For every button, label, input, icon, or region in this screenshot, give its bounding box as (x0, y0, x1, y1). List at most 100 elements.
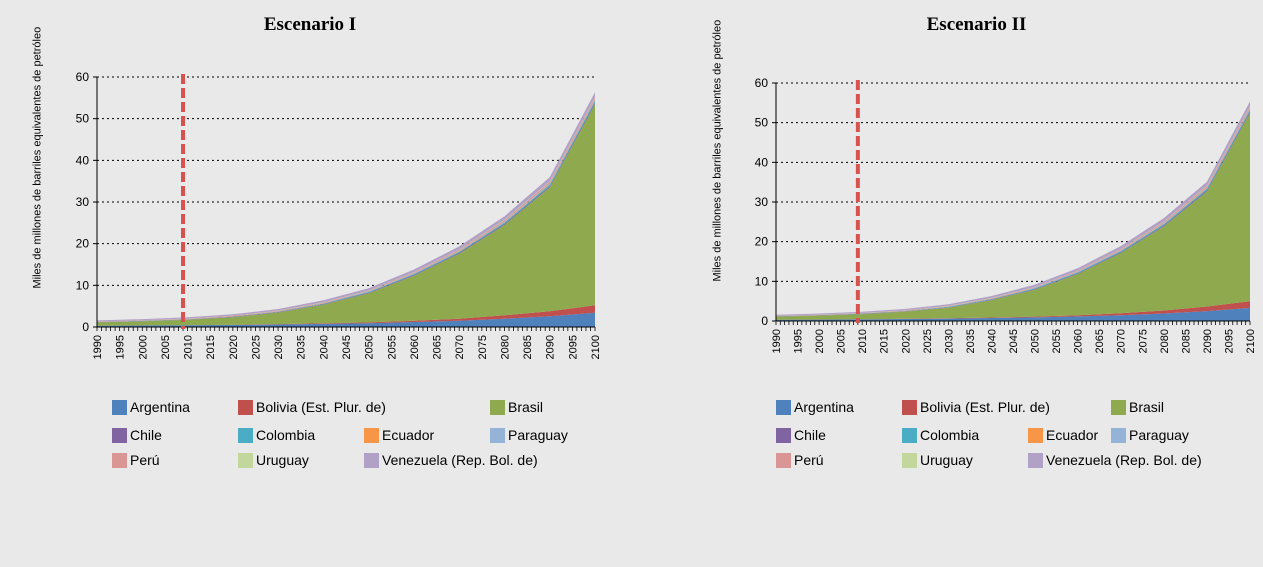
legend-swatch (1028, 427, 1043, 443)
x-tick-label: 2095 (567, 335, 579, 359)
legend-item: Uruguay (238, 452, 309, 468)
y-tick-label: 10 (755, 274, 769, 288)
x-tick-label: 2095 (1223, 329, 1235, 353)
x-tick-label: 2055 (1051, 329, 1063, 353)
legend-swatch (238, 452, 253, 468)
x-tick-label: 2065 (1094, 329, 1106, 353)
x-tick-label: 2045 (341, 335, 353, 359)
legend-swatch (112, 452, 127, 468)
legend-item: Colombia (238, 427, 315, 443)
x-tick-label: 2090 (545, 335, 557, 359)
y-tick-label: 50 (755, 116, 769, 130)
chart-panel-escenario-1: Escenario I Miles de millones de barrile… (0, 0, 620, 567)
legend-label: Brasil (508, 399, 544, 415)
x-tick-label: 2050 (364, 335, 376, 359)
y-tick-label: 40 (755, 155, 769, 169)
legend-swatch (1111, 399, 1126, 415)
legend-label: Paraguay (508, 427, 568, 443)
legend-label: Venezuela (Rep. Bol. de) (1046, 452, 1202, 468)
x-tick-label: 2005 (160, 335, 172, 359)
x-tick-label: 2020 (228, 335, 240, 359)
legend-item: Chile (112, 427, 162, 443)
legend-swatch (902, 399, 917, 415)
legend-label: Bolivia (Est. Plur. de) (256, 399, 386, 415)
chart-title: Escenario II (926, 14, 1027, 35)
x-tick-label: 2080 (499, 335, 511, 359)
x-tick-label: 2060 (409, 335, 421, 359)
legend-item: Bolivia (Est. Plur. de) (238, 399, 386, 415)
legend-item: Paraguay (490, 427, 568, 443)
x-tick-label: 2025 (250, 335, 262, 359)
x-tick-label: 2000 (137, 335, 149, 359)
legend-label: Chile (130, 427, 162, 443)
x-tick-label: 2035 (965, 329, 977, 353)
legend-item: Paraguay (1111, 427, 1189, 443)
legend-label: Venezuela (Rep. Bol. de) (382, 452, 538, 468)
legend-label: Uruguay (256, 452, 309, 468)
y-tick-label: 40 (76, 153, 90, 167)
legend-swatch (364, 452, 379, 468)
x-tick-label: 2075 (477, 335, 489, 359)
x-tick-label: 2075 (1137, 329, 1149, 353)
area-argentina (776, 307, 1250, 321)
y-tick-label: 30 (755, 195, 769, 209)
x-tick-label: 2040 (986, 329, 998, 353)
x-tick-label: 2085 (1180, 329, 1192, 353)
area-argentina (97, 312, 595, 327)
legend-item: Venezuela (Rep. Bol. de) (1028, 452, 1202, 468)
x-tick-label: 2010 (183, 335, 195, 359)
x-tick-label: 2055 (386, 335, 398, 359)
x-tick-label: 2035 (296, 335, 308, 359)
x-tick-label: 2020 (900, 329, 912, 353)
x-tick-label: 2030 (943, 329, 955, 353)
legend-item: Argentina (112, 399, 190, 415)
y-tick-label: 60 (755, 76, 769, 90)
x-tick-label: 2060 (1073, 329, 1085, 353)
legend-label: Ecuador (1046, 427, 1099, 443)
legend-swatch (238, 427, 253, 443)
area-brasil (97, 104, 595, 326)
x-tick-label: 2045 (1008, 329, 1020, 353)
legend-swatch (776, 452, 791, 468)
legend-label: Argentina (794, 399, 854, 415)
legend-swatch (902, 427, 917, 443)
x-tick-label: 1995 (793, 329, 805, 353)
y-tick-label: 20 (76, 237, 90, 251)
y-tick-label: 20 (755, 235, 769, 249)
legend-swatch (1028, 452, 1043, 468)
x-tick-label: 2100 (590, 335, 602, 359)
legend-item: Brasil (1111, 399, 1164, 415)
legend-item: Chile (776, 427, 826, 443)
legend-swatch (1111, 427, 1126, 443)
y-tick-label: 10 (76, 278, 90, 292)
x-tick-label: 2030 (273, 335, 285, 359)
x-tick-label: 2085 (522, 335, 534, 359)
y-tick-label: 50 (76, 112, 90, 126)
legend-label: Uruguay (920, 452, 973, 468)
legend-swatch (776, 427, 791, 443)
x-tick-label: 2005 (836, 329, 848, 353)
legend-swatch (112, 427, 127, 443)
x-tick-label: 2090 (1202, 329, 1214, 353)
legend-item: Bolivia (Est. Plur. de) (902, 399, 1050, 415)
x-tick-label: 2015 (879, 329, 891, 353)
y-tick-label: 60 (76, 70, 90, 84)
legend-swatch (490, 427, 505, 443)
legend-label: Colombia (920, 427, 980, 443)
legend-item: Colombia (902, 427, 979, 443)
legend-item: Ecuador (364, 427, 434, 443)
legend-swatch (490, 399, 505, 415)
legend-item: Ecuador (1028, 427, 1098, 443)
x-tick-label: 2100 (1245, 329, 1257, 353)
legend-label: Ecuador (382, 427, 435, 443)
legend-label: Bolivia (Est. Plur. de) (920, 399, 1050, 415)
x-tick-label: 2040 (318, 335, 330, 359)
legend-item: Brasil (490, 399, 543, 415)
chart-panel-escenario-2: Escenario II Miles de millones de barril… (690, 0, 1263, 567)
x-tick-label: 1990 (771, 329, 783, 353)
x-tick-label: 2010 (857, 329, 869, 353)
legend-label: Perú (130, 452, 160, 468)
legend-item: Perú (112, 452, 160, 468)
legend-label: Paraguay (1129, 427, 1189, 443)
